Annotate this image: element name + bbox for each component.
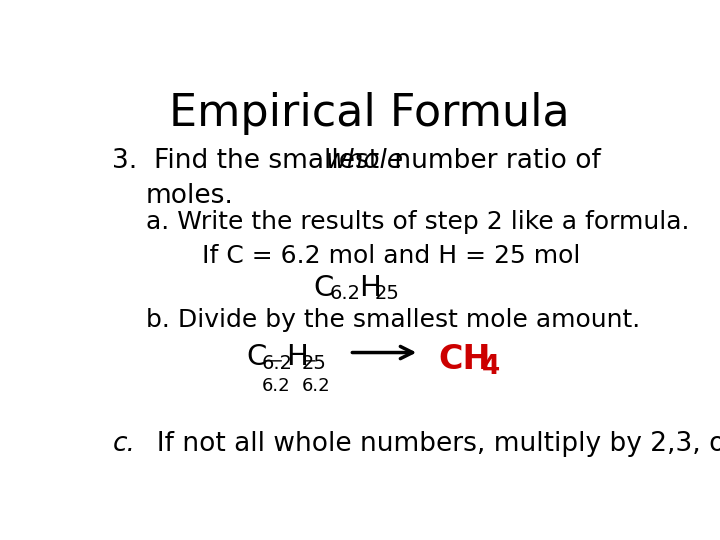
Text: CH: CH	[438, 343, 491, 376]
Text: number ratio of: number ratio of	[387, 148, 601, 174]
Text: 6.2: 6.2	[302, 377, 330, 395]
Text: 6.2: 6.2	[262, 354, 293, 373]
Text: b. Divide by the smallest mole amount.: b. Divide by the smallest mole amount.	[145, 308, 640, 332]
Text: H: H	[359, 274, 381, 301]
Text: whole: whole	[326, 148, 404, 174]
Text: C: C	[246, 343, 266, 372]
Text: 3.  Find the smallest: 3. Find the smallest	[112, 148, 388, 174]
Text: Empirical Formula: Empirical Formula	[168, 92, 570, 135]
Text: 25: 25	[302, 354, 327, 373]
Text: c.: c.	[112, 431, 135, 457]
Text: 6.2: 6.2	[330, 284, 361, 303]
Text: C: C	[313, 274, 333, 301]
Text: If not all whole numbers, multiply by 2,3, or 4 …: If not all whole numbers, multiply by 2,…	[140, 431, 720, 457]
Text: a. Write the results of step 2 like a formula.: a. Write the results of step 2 like a fo…	[145, 210, 689, 234]
Text: 4: 4	[482, 354, 500, 380]
Text: 6.2: 6.2	[262, 377, 290, 395]
Text: 25: 25	[374, 284, 400, 303]
Text: If C = 6.2 mol and H = 25 mol: If C = 6.2 mol and H = 25 mol	[202, 244, 580, 268]
Text: H: H	[287, 343, 308, 372]
Text: moles.: moles.	[145, 183, 234, 210]
